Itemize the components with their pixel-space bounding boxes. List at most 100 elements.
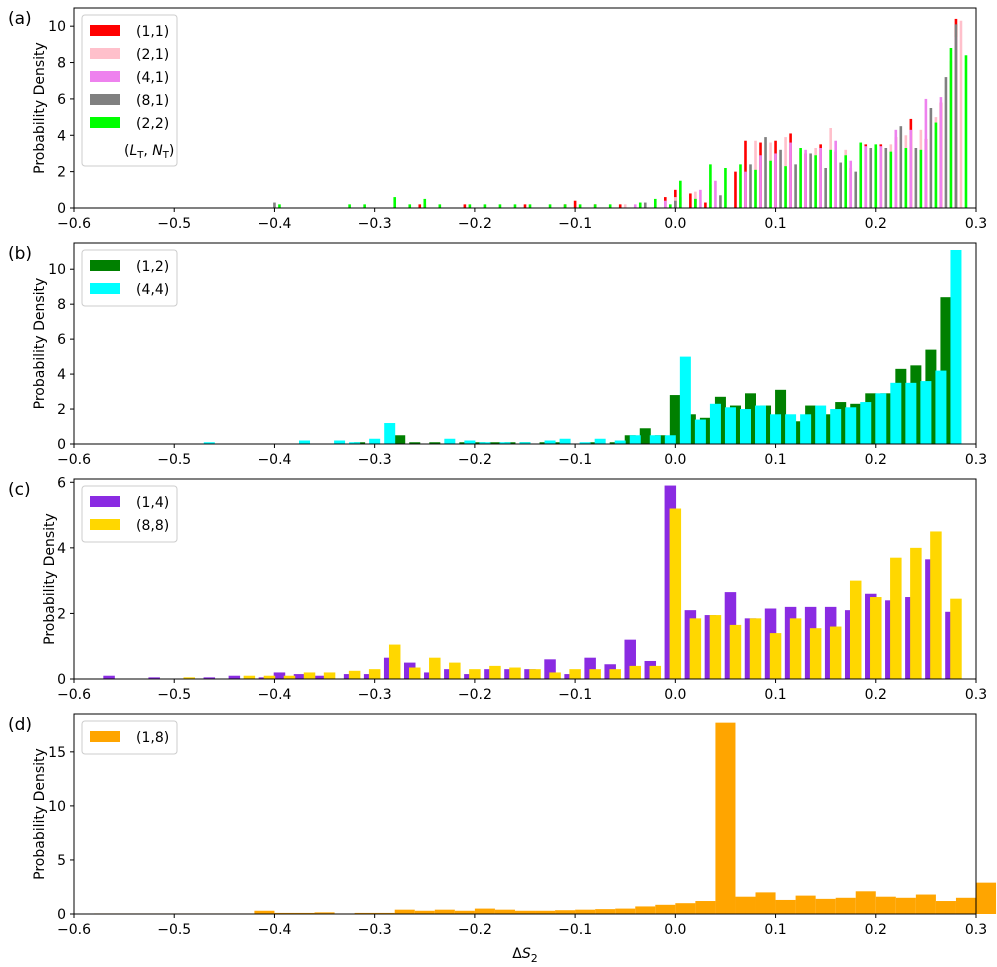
bar-44-36 (935, 370, 947, 444)
bar-22-5 (423, 198, 427, 208)
bar-11-10 (704, 202, 707, 208)
bar-41-3 (699, 189, 702, 208)
x-tick-label-3-5: −0.1 (558, 922, 592, 938)
bar-18-9 (274, 912, 295, 914)
bar-44-29 (830, 409, 842, 444)
bar-88-27 (769, 633, 782, 679)
bar-18-23 (555, 910, 576, 914)
legend-label-1-0: (1,2) (136, 259, 169, 275)
bar-81-2 (643, 202, 647, 208)
bar-41-17 (924, 98, 928, 208)
bar-88-32 (870, 597, 882, 679)
bar-22-7 (468, 204, 472, 208)
bar-22-30 (829, 149, 832, 208)
bar-11-6 (618, 204, 622, 208)
bar-14-5 (273, 672, 286, 679)
bar-88-34 (910, 547, 922, 679)
bar-88-21 (649, 665, 662, 679)
bar-44-20 (694, 419, 706, 444)
x-tick-label-2-1: −0.5 (157, 687, 191, 703)
bar-41-18 (939, 97, 943, 208)
x-axis-label: ΔS2 (512, 946, 537, 965)
y-axis-label-1: Probability Density (32, 278, 48, 410)
bar-88-31 (849, 580, 862, 679)
bar-22-12 (548, 204, 552, 208)
bar-11-2 (523, 204, 527, 208)
bar-21-0 (623, 204, 627, 208)
bar-88-14 (509, 667, 521, 679)
x-tick-label-1-5: −0.1 (558, 452, 592, 468)
bar-44-37 (950, 249, 962, 444)
bar-88-17 (569, 669, 581, 679)
bar-22-35 (904, 148, 908, 208)
bar-41-15 (894, 129, 898, 208)
x-tick-label-2-4: −0.2 (458, 687, 492, 703)
x-tick-label-2-8: 0.2 (865, 687, 887, 703)
bar-22-13 (563, 204, 567, 208)
x-tick-label-1-9: 0.3 (965, 452, 987, 468)
bar-12-14 (639, 428, 651, 444)
bar-88-13 (489, 665, 501, 679)
x-tick-label-1-6: 0.0 (664, 452, 686, 468)
x-tick-label-3-3: −0.3 (358, 922, 392, 938)
bar-41-8 (789, 142, 792, 208)
bar-22-32 (859, 142, 863, 208)
bar-12-16 (669, 395, 681, 444)
panel-label-2: (c) (8, 480, 31, 500)
bar-41-13 (864, 146, 868, 208)
y-tick-label-1-1: 2 (57, 402, 66, 418)
bar-22-27 (784, 166, 787, 208)
bar-18-30 (695, 901, 716, 914)
bar-81-19 (944, 77, 948, 208)
bar-18-27 (635, 906, 656, 914)
bar-41-14 (879, 146, 883, 208)
y-tick-label-2-0: 0 (57, 672, 66, 688)
bar-44-10 (519, 442, 531, 444)
bar-44-12 (559, 438, 571, 444)
bar-88-35 (930, 531, 942, 679)
legend-swatch-1-0 (90, 260, 120, 271)
x-tick-label-3-8: 0.2 (865, 922, 887, 938)
bar-11-9 (689, 193, 692, 208)
bar-18-36 (815, 898, 836, 914)
bar-44-22 (724, 407, 736, 444)
x-tick-label-0-6: 0.0 (664, 216, 686, 232)
legend-box-3 (81, 720, 178, 755)
bar-22-26 (769, 160, 772, 208)
legend-label-0-2: (4,1) (136, 70, 169, 86)
bar-18-40 (895, 897, 916, 914)
bar-44-2 (334, 440, 346, 444)
plot-frame-0 (73, 7, 977, 209)
bar-18-29 (675, 903, 696, 914)
bar-44-16 (629, 435, 641, 444)
x-tick-label-0-4: −0.2 (458, 216, 492, 232)
bar-18-39 (875, 896, 896, 914)
bar-88-4 (303, 672, 316, 679)
bar-88-29 (809, 628, 822, 679)
legend-label-0-3: (8,1) (136, 93, 169, 109)
bar-22-6 (438, 204, 442, 208)
bar-18-43 (955, 897, 976, 914)
bar-14-1 (148, 677, 160, 679)
bar-88-16 (549, 672, 561, 679)
bar-41-10 (819, 148, 822, 208)
panel-label-1: (b) (8, 244, 32, 264)
bar-18-22 (535, 910, 556, 914)
bar-44-13 (579, 442, 591, 444)
bar-18-26 (615, 908, 636, 914)
bar-18-37 (835, 897, 856, 914)
x-tick-label-2-3: −0.3 (358, 687, 392, 703)
bar-81-14 (869, 148, 873, 208)
bar-88-9 (409, 667, 421, 679)
x-tick-label-3-1: −0.5 (157, 922, 191, 938)
bar-12-3 (429, 442, 441, 444)
bar-18-34 (775, 899, 796, 914)
y-tick-label-1-3: 6 (57, 332, 66, 348)
bar-21-20 (959, 20, 963, 209)
x-tick-label-1-0: −0.6 (57, 452, 91, 468)
bar-44-1 (299, 440, 311, 444)
bar-22-15 (593, 204, 597, 208)
y-tick-label-0-4: 8 (57, 56, 66, 72)
bar-41-0 (633, 204, 637, 208)
bar-41-6 (759, 155, 762, 208)
